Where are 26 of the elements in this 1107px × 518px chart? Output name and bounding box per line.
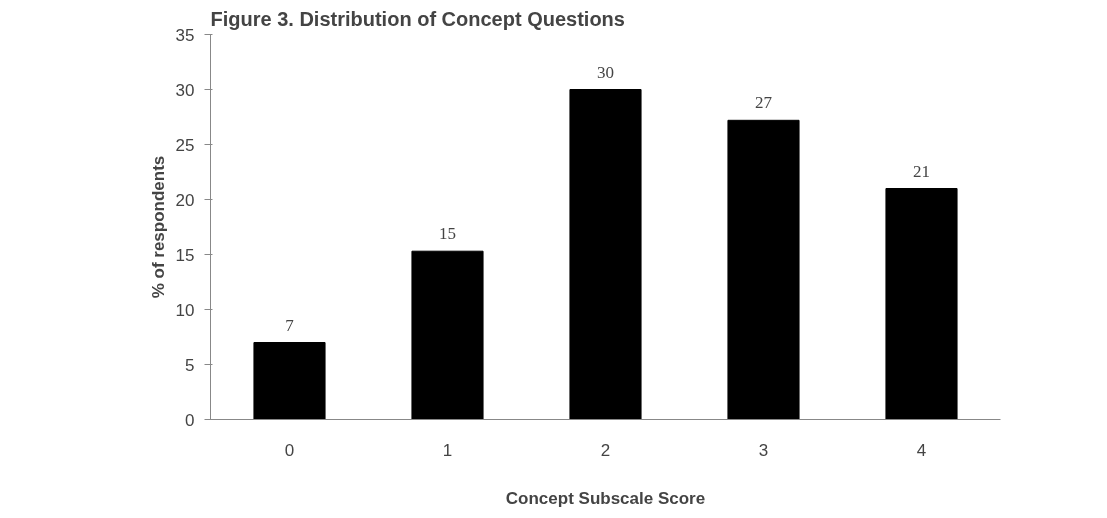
x-tick-label: 4	[916, 440, 927, 460]
bar	[411, 250, 484, 420]
x-tick-label: 0	[284, 440, 295, 460]
bar	[253, 342, 326, 420]
y-tick-label: 20	[175, 190, 195, 210]
data-label: 21	[913, 161, 930, 181]
y-tick-label: 0	[185, 410, 195, 430]
y-tick-label: 15	[175, 245, 195, 265]
data-label: 15	[439, 224, 456, 244]
y-tick-label: 30	[175, 80, 195, 100]
bar	[885, 188, 958, 420]
x-tick-label: 2	[600, 440, 611, 460]
y-axis-title: % of respondents	[148, 155, 168, 299]
y-tick-label: 25	[175, 135, 195, 155]
data-label: 7	[285, 315, 295, 335]
x-axis-title: Concept Subscale Score	[505, 488, 706, 508]
x-tick-label: 1	[442, 440, 453, 460]
chart-title: Figure 3. Distribution of Concept Questions	[210, 7, 625, 30]
data-label: 27	[755, 93, 773, 113]
bar	[727, 119, 800, 420]
bar	[569, 89, 642, 420]
y-tick-label: 5	[185, 355, 195, 375]
y-tick-label: 35	[175, 25, 195, 45]
data-label: 30	[597, 62, 614, 82]
x-tick-label: 3	[758, 440, 769, 460]
y-tick-label: 10	[175, 300, 195, 320]
